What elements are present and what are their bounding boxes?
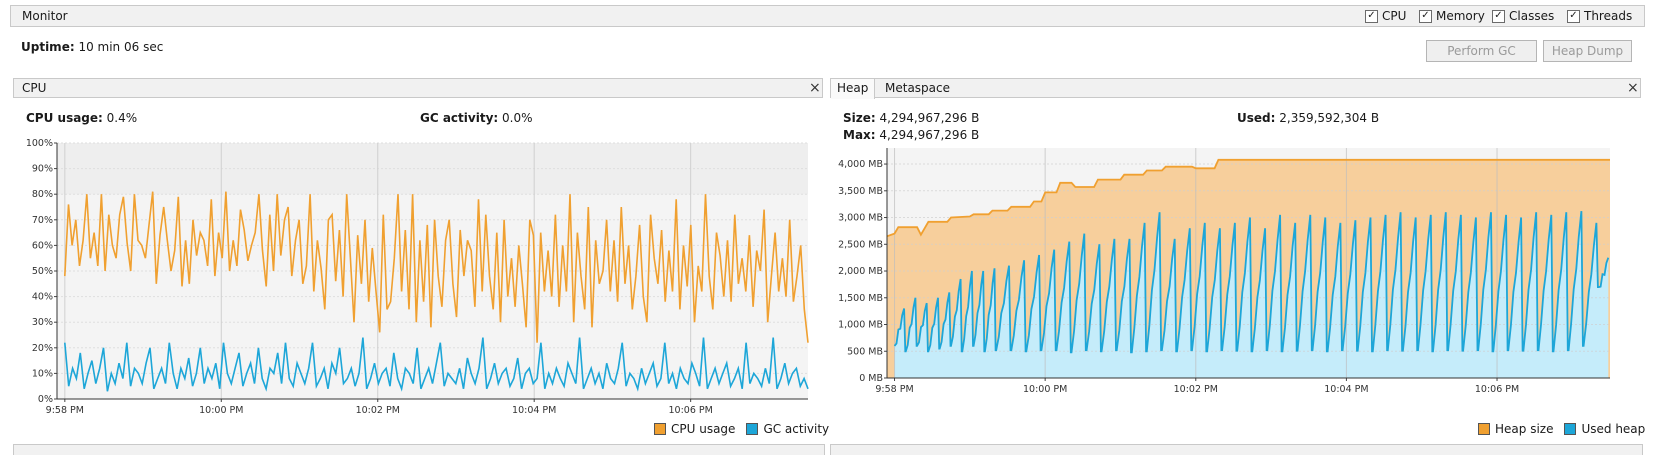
heap-used-value: 2,359,592,304 B: [1279, 111, 1380, 125]
x-tick-label: 10:00 PM: [199, 405, 243, 416]
heap-max-label: Max:: [843, 128, 876, 142]
heap-size-value: 4,294,967,296 B: [879, 111, 980, 125]
checkbox-memory-label: Memory: [1436, 9, 1485, 23]
heap-max-value: 4,294,967,296 B: [879, 128, 980, 142]
perform-gc-button[interactable]: Perform GC: [1426, 40, 1537, 62]
y-tick-label: 3,500 MB: [838, 186, 883, 197]
close-icon[interactable]: ×: [1627, 80, 1639, 96]
uptime: Uptime: 10 min 06 sec: [21, 40, 163, 54]
x-tick-label: 10:06 PM: [1475, 384, 1519, 395]
used-heap-swatch: [1564, 423, 1577, 435]
x-tick-label: 9:58 PM: [46, 405, 84, 416]
y-tick-label: 10%: [32, 368, 53, 379]
y-tick-label: 0 MB: [859, 373, 883, 384]
y-tick-label: 90%: [32, 164, 53, 175]
check-icon[interactable]: ✓: [1365, 9, 1378, 23]
heap-legend: Heap size Used heap: [1478, 422, 1645, 436]
x-tick-label: 10:06 PM: [668, 405, 712, 416]
y-tick-label: 100%: [26, 138, 53, 149]
y-tick-label: 3,000 MB: [838, 213, 883, 224]
checkbox-threads-label: Threads: [1584, 9, 1633, 23]
tab-heap[interactable]: Heap: [831, 79, 876, 99]
legend-heap-size: Heap size: [1495, 422, 1554, 436]
y-tick-label: 70%: [32, 215, 53, 226]
tab-metaspace[interactable]: Metaspace: [885, 81, 950, 95]
checkbox-cpu[interactable]: ✓ CPU: [1365, 9, 1406, 23]
y-tick-label: 1,500 MB: [838, 293, 883, 304]
x-tick-label: 10:00 PM: [1023, 384, 1067, 395]
cpu-usage-label: CPU usage:: [26, 111, 103, 125]
y-tick-label: 60%: [32, 240, 53, 251]
cpu-usage-line: [64, 191, 809, 343]
monitor-title: Monitor: [22, 9, 68, 23]
close-icon[interactable]: ×: [809, 80, 821, 96]
y-tick-label: 80%: [32, 189, 53, 200]
heap-dump-button[interactable]: Heap Dump: [1543, 40, 1632, 62]
memory-panel-header: Heap Metaspace ×: [830, 78, 1641, 99]
check-icon[interactable]: ✓: [1419, 9, 1432, 23]
legend-gc-activity: GC activity: [763, 422, 830, 436]
heap-size-line: [886, 158, 1610, 238]
checkbox-cpu-label: CPU: [1382, 9, 1407, 23]
cpu-legend: CPU usage GC activity: [654, 422, 829, 436]
monitor-header: Monitor ✓ CPU ✓ Memory ✓ Classes ✓ Threa…: [10, 5, 1645, 27]
x-tick-label: 10:02 PM: [1174, 384, 1218, 395]
checkbox-classes-label: Classes: [1509, 9, 1555, 23]
y-tick-label: 4,000 MB: [838, 159, 883, 170]
x-tick-label: 10:02 PM: [356, 405, 400, 416]
y-tick-label: 50%: [32, 266, 53, 277]
y-tick-label: 1,000 MB: [838, 320, 883, 331]
used-heap-line: [893, 211, 1610, 354]
check-icon[interactable]: ✓: [1492, 9, 1505, 23]
heap-size-stat: Size: 4,294,967,296 B: [843, 111, 979, 125]
x-tick-label: 10:04 PM: [512, 405, 556, 416]
heap-used-label: Used:: [1237, 111, 1276, 125]
gc-activity-label: GC activity:: [420, 111, 499, 125]
uptime-value: 10 min 06 sec: [78, 40, 164, 54]
checkbox-classes[interactable]: ✓ Classes: [1492, 9, 1554, 23]
heap-max-stat: Max: 4,294,967,296 B: [843, 128, 979, 142]
used-heap-area: [894, 211, 1609, 378]
y-tick-label: 30%: [32, 317, 53, 328]
heap-size-swatch: [1478, 423, 1490, 435]
x-tick-label: 10:04 PM: [1324, 384, 1368, 395]
cpu-panel-header: CPU ×: [13, 78, 823, 98]
heap-chart: 0 MB 500 MB 1,000 MB 1,500 MB 2,000 MB 2,500 …: [838, 148, 1610, 395]
y-tick-label: 40%: [32, 292, 53, 303]
y-tick-label: 2,500 MB: [838, 239, 883, 250]
uptime-label: Uptime:: [21, 40, 75, 54]
y-tick-label: 20%: [32, 343, 53, 354]
cpu-usage-swatch: [654, 423, 666, 435]
cpu-usage-value: 0.4%: [106, 111, 138, 125]
checkbox-threads[interactable]: ✓ Threads: [1567, 9, 1632, 23]
gc-activity-swatch: [746, 423, 759, 435]
cpu-panel-title: CPU: [22, 81, 47, 95]
cpu-usage-stat: CPU usage: 0.4%: [26, 111, 137, 125]
heap-size-label: Size:: [843, 111, 876, 125]
x-tick-label: 9:58 PM: [875, 384, 913, 395]
y-tick-label: 0%: [38, 394, 53, 405]
gc-activity-stat: GC activity: 0.0%: [420, 111, 533, 125]
y-tick-label: 2,000 MB: [838, 266, 883, 277]
cpu-chart: 0% 10% 20% 30% 40% 50% 60% 70% 80% 90% 100% 9:58 PM…: [26, 138, 809, 416]
checkbox-memory[interactable]: ✓ Memory: [1419, 9, 1485, 23]
threads-panel-header: [13, 444, 825, 455]
y-tick-label: 500 MB: [847, 346, 883, 357]
classes-panel-header: [830, 444, 1643, 455]
check-icon[interactable]: ✓: [1567, 9, 1580, 23]
legend-used-heap: Used heap: [1581, 422, 1646, 436]
gc-activity-value: 0.0%: [502, 111, 533, 125]
legend-cpu-usage: CPU usage: [671, 422, 736, 436]
heap-used-stat: Used: 2,359,592,304 B: [1237, 111, 1379, 125]
gc-activity-line: [64, 337, 809, 392]
